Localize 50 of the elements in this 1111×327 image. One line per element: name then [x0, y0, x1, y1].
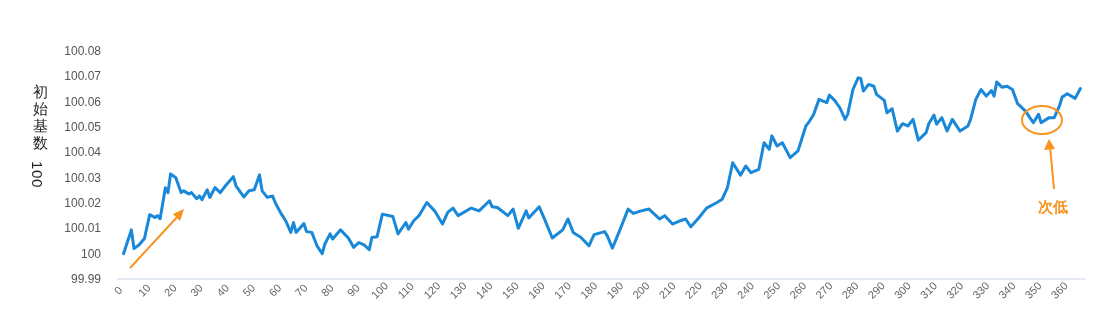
x-tick-label: 20	[161, 281, 179, 299]
x-tick-label: 60	[266, 281, 284, 299]
y-tick-label: 100.02	[64, 196, 102, 210]
x-tick-label: 10	[135, 281, 153, 299]
x-tick-label: 160	[525, 279, 548, 301]
x-tick-label: 360	[1048, 279, 1070, 301]
x-tick-label: 170	[551, 279, 574, 301]
x-tick-label: 70	[292, 281, 310, 299]
y-tick-label: 100.04	[64, 145, 102, 160]
y-tick-label: 100.03	[64, 170, 102, 185]
x-tick-label: 250	[760, 279, 783, 301]
x-tick-label: 50	[240, 281, 258, 299]
x-tick-label: 240	[734, 279, 757, 301]
y-tick-label: 100.01	[64, 221, 102, 236]
y-tick-label: 100	[80, 246, 102, 261]
x-tick-label: 110	[395, 279, 417, 301]
x-tick-label: 310	[917, 279, 940, 301]
x-tick-label: 30	[187, 281, 206, 299]
x-tick-label: 40	[214, 281, 232, 299]
x-tick-label: 230	[708, 279, 731, 301]
x-tick-label: 80	[318, 281, 336, 299]
y-tick-label: 100.07	[64, 69, 102, 84]
line-series	[122, 76, 1082, 256]
x-tick-label: 350	[1022, 279, 1044, 301]
x-tick-label: 140	[473, 279, 495, 301]
x-tick-label: 180	[577, 279, 600, 301]
x-tick-label: 120	[421, 279, 443, 301]
x-tick-label: 320	[943, 279, 966, 301]
x-tick-label: 90	[344, 281, 362, 299]
x-tick-label: 290	[865, 279, 887, 301]
x-tick-label: 210	[656, 279, 678, 301]
x-tick-label: 300	[891, 279, 914, 301]
x-tick-label: 260	[787, 279, 809, 301]
x-tick-label: 330	[970, 279, 992, 301]
y-tick-label: 100.08	[64, 44, 102, 58]
annotation: 次低	[1038, 198, 1068, 215]
x-tick-label: 220	[682, 279, 704, 301]
y-tick-label: 100.06	[64, 94, 102, 109]
x-tick-label: 100	[368, 279, 391, 301]
x-tick-label: 0	[111, 283, 125, 297]
x-tick-label: 130	[447, 279, 469, 301]
x-tick-label: 280	[839, 279, 861, 301]
x-tick-label: 150	[499, 279, 521, 301]
x-tick-label: 190	[604, 279, 626, 301]
x-tick-label: 200	[630, 279, 652, 301]
y-tick-label: 99.99	[70, 272, 102, 286]
y-tick-label: 100.05	[64, 120, 102, 134]
y-axis-title: 初始基数100	[28, 83, 48, 188]
x-tick-label: 270	[813, 279, 835, 301]
x-tick-label: 340	[996, 279, 1018, 301]
